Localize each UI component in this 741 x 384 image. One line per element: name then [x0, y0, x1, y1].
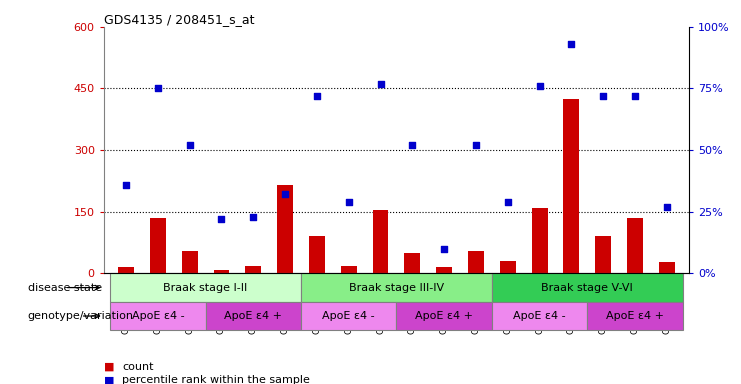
Point	[438, 246, 450, 252]
Text: ApoE ε4 +: ApoE ε4 +	[225, 311, 282, 321]
Bar	[341, 266, 356, 273]
Point	[343, 199, 355, 205]
Bar	[531, 208, 548, 273]
Text: ApoE ε4 -: ApoE ε4 -	[131, 311, 184, 321]
Bar	[245, 266, 262, 273]
Text: ■: ■	[104, 375, 114, 384]
Bar	[110, 302, 205, 330]
Point	[184, 142, 196, 148]
Text: genotype/variation: genotype/variation	[27, 311, 133, 321]
Text: GDS4135 / 208451_s_at: GDS4135 / 208451_s_at	[104, 13, 254, 26]
Bar	[182, 251, 198, 273]
Bar	[659, 262, 675, 273]
Text: ApoE ε4 -: ApoE ε4 -	[322, 311, 375, 321]
Text: percentile rank within the sample: percentile rank within the sample	[122, 375, 310, 384]
Text: disease state: disease state	[27, 283, 102, 293]
Bar	[500, 261, 516, 273]
Bar	[405, 253, 420, 273]
Bar	[205, 302, 301, 330]
Bar	[595, 237, 611, 273]
Point	[120, 182, 132, 188]
Text: ApoE ε4 +: ApoE ε4 +	[606, 311, 664, 321]
Bar	[396, 302, 492, 330]
Bar	[301, 302, 396, 330]
Point	[661, 204, 673, 210]
Bar	[277, 185, 293, 273]
Point	[470, 142, 482, 148]
Bar	[213, 270, 230, 273]
Text: Braak stage I-II: Braak stage I-II	[164, 283, 247, 293]
Point	[502, 199, 514, 205]
Text: ApoE ε4 -: ApoE ε4 -	[514, 311, 566, 321]
Bar	[468, 251, 484, 273]
Bar	[373, 210, 388, 273]
Bar	[309, 237, 325, 273]
Bar	[563, 99, 579, 273]
Bar	[492, 273, 682, 302]
Bar	[301, 273, 492, 302]
Text: ■: ■	[104, 362, 114, 372]
Point	[406, 142, 418, 148]
Point	[311, 93, 323, 99]
Point	[247, 214, 259, 220]
Text: count: count	[122, 362, 154, 372]
Point	[629, 93, 641, 99]
Text: Braak stage III-IV: Braak stage III-IV	[349, 283, 444, 293]
Text: ApoE ε4 +: ApoE ε4 +	[415, 311, 473, 321]
Bar	[492, 302, 588, 330]
Point	[375, 81, 387, 87]
Bar	[436, 267, 452, 273]
Bar	[150, 218, 166, 273]
Bar	[118, 267, 134, 273]
Bar	[588, 302, 682, 330]
Point	[565, 41, 577, 47]
Point	[597, 93, 609, 99]
Bar	[110, 273, 301, 302]
Bar	[627, 218, 643, 273]
Point	[152, 85, 164, 91]
Text: Braak stage V-VI: Braak stage V-VI	[542, 283, 634, 293]
Point	[279, 191, 291, 197]
Point	[216, 216, 227, 222]
Point	[534, 83, 545, 89]
